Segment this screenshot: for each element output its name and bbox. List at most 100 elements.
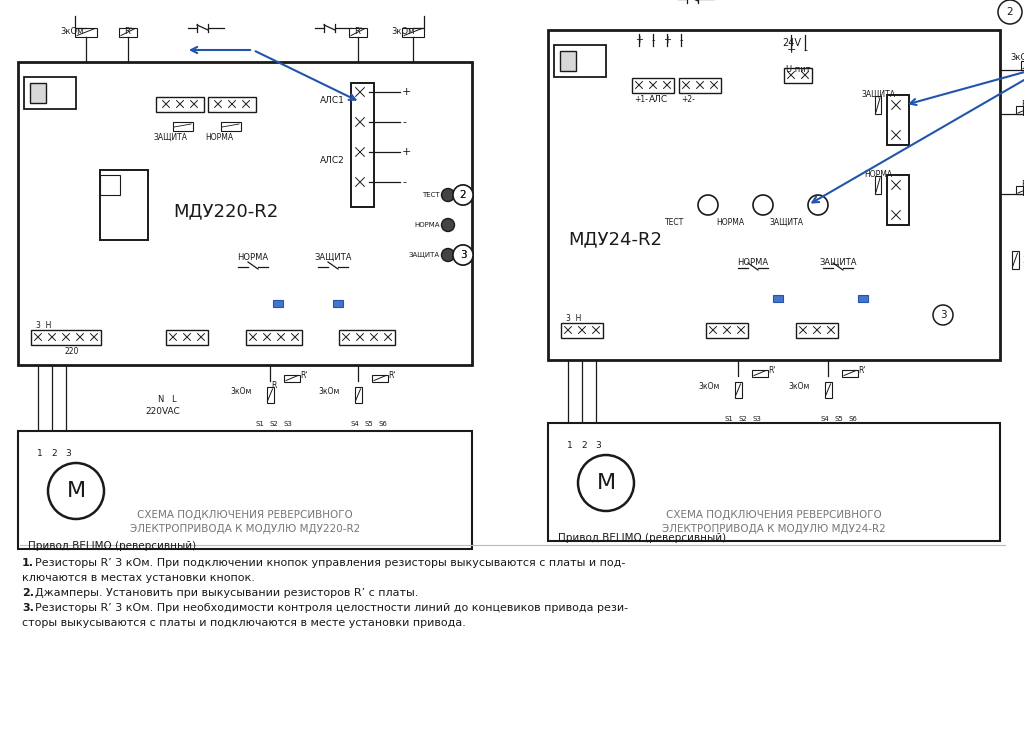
Circle shape — [341, 331, 351, 343]
Text: 3кОм: 3кОм — [60, 27, 84, 36]
Bar — [824, 382, 831, 398]
Circle shape — [290, 331, 300, 343]
Text: сторы выкусываются с платы и подключаются в месте установки привода.: сторы выкусываются с платы и подключаютс… — [22, 618, 466, 628]
Text: ЗАЩИТА: ЗАЩИТА — [819, 258, 857, 267]
Text: U пит: U пит — [785, 65, 810, 74]
Circle shape — [577, 324, 588, 335]
Circle shape — [354, 331, 366, 343]
Text: Резисторы R’ 3 кОм. При необходимости контроля целостности линий до концевиков п: Резисторы R’ 3 кОм. При необходимости ко… — [35, 603, 628, 613]
Text: 3: 3 — [66, 449, 71, 458]
Text: S5: S5 — [835, 416, 844, 422]
Text: S3: S3 — [753, 416, 762, 422]
Text: ЗАЩИТА: ЗАЩИТА — [409, 252, 440, 258]
Bar — [796, 323, 838, 338]
Bar — [874, 96, 881, 114]
Bar — [402, 27, 424, 37]
Bar — [372, 375, 388, 381]
Circle shape — [698, 195, 718, 215]
Text: 3: 3 — [460, 250, 466, 260]
Circle shape — [800, 70, 811, 81]
Text: НОРМА: НОРМА — [716, 218, 744, 227]
Bar — [75, 27, 97, 37]
Text: Привод BELIMO (реверсивный): Привод BELIMO (реверсивный) — [558, 533, 726, 543]
Text: S2: S2 — [738, 416, 748, 422]
Bar — [560, 51, 575, 71]
Text: ЗАЩИТА: ЗАЩИТА — [769, 218, 803, 227]
Text: R': R' — [768, 366, 775, 375]
Bar — [351, 83, 374, 207]
Text: ТЕСТ: ТЕСТ — [422, 192, 440, 198]
Circle shape — [48, 463, 104, 519]
Circle shape — [753, 195, 773, 215]
Circle shape — [453, 245, 473, 265]
Text: S3: S3 — [284, 421, 293, 427]
Bar — [100, 175, 120, 195]
Bar — [548, 30, 1000, 360]
Text: 3: 3 — [460, 250, 466, 260]
Text: R: R — [271, 381, 276, 390]
Circle shape — [798, 324, 809, 335]
Bar — [208, 97, 256, 112]
Text: 3кОм: 3кОм — [1011, 53, 1024, 62]
Text: ЭЛЕКТРОПРИВОДА К МОДУЛЮ МДУ24-R2: ЭЛЕКТРОПРИВОДА К МОДУЛЮ МДУ24-R2 — [663, 524, 886, 534]
Text: R': R' — [1021, 100, 1024, 109]
Circle shape — [889, 208, 903, 222]
Text: АЛС1: АЛС1 — [319, 96, 345, 105]
Text: 1.: 1. — [22, 558, 34, 568]
Circle shape — [441, 218, 455, 232]
Bar — [548, 423, 1000, 541]
Circle shape — [453, 185, 473, 205]
Text: S1: S1 — [725, 416, 733, 422]
Text: -: - — [803, 45, 807, 55]
Circle shape — [248, 331, 258, 343]
Text: СХЕМА ПОДКЛЮЧЕНИЯ РЕВЕРСИВНОГО: СХЕМА ПОДКЛЮЧЕНИЯ РЕВЕРСИВНОГО — [667, 510, 882, 520]
Circle shape — [735, 324, 746, 335]
Text: Привод BELIMO (реверсивный): Привод BELIMO (реверсивный) — [28, 541, 197, 551]
Bar — [246, 330, 302, 345]
Circle shape — [161, 98, 171, 110]
Circle shape — [60, 331, 72, 343]
Text: +2-: +2- — [681, 95, 695, 104]
Text: R': R' — [1021, 180, 1024, 189]
Circle shape — [808, 195, 828, 215]
Circle shape — [441, 248, 455, 262]
Text: 220VAC: 220VAC — [145, 407, 180, 416]
Bar — [706, 323, 748, 338]
Circle shape — [168, 331, 178, 343]
Bar — [1016, 106, 1024, 114]
Circle shape — [889, 98, 903, 112]
Circle shape — [188, 98, 200, 110]
Text: 3  Н: 3 Н — [566, 314, 582, 323]
Text: ЗАЩИТА: ЗАЩИТА — [861, 90, 895, 99]
Bar — [1016, 186, 1024, 194]
Circle shape — [261, 331, 272, 343]
Bar — [339, 330, 395, 345]
Bar — [784, 68, 812, 83]
Text: +: + — [635, 35, 643, 45]
Text: 3: 3 — [940, 310, 946, 320]
Text: N: N — [157, 395, 163, 404]
Text: 2: 2 — [51, 449, 56, 458]
Bar — [266, 387, 273, 403]
Bar — [166, 330, 208, 345]
Circle shape — [174, 98, 185, 110]
Bar — [119, 27, 137, 37]
Text: 3кОм: 3кОм — [318, 387, 340, 395]
Text: R': R' — [124, 27, 132, 36]
Bar — [561, 323, 603, 338]
Bar — [18, 62, 472, 365]
Text: -: - — [679, 35, 683, 45]
Circle shape — [369, 331, 380, 343]
Circle shape — [998, 0, 1022, 24]
Text: ЗАЩИТА: ЗАЩИТА — [154, 133, 188, 142]
Circle shape — [709, 79, 720, 90]
Bar — [887, 175, 909, 225]
Text: ЗАЩИТА: ЗАЩИТА — [314, 253, 352, 262]
Circle shape — [722, 324, 732, 335]
Text: 3кОм: 3кОм — [391, 27, 415, 36]
Text: НОРМА: НОРМА — [737, 258, 769, 267]
Circle shape — [889, 178, 903, 192]
Text: М: М — [596, 473, 615, 493]
Text: 2: 2 — [1007, 7, 1014, 17]
Circle shape — [441, 188, 455, 201]
